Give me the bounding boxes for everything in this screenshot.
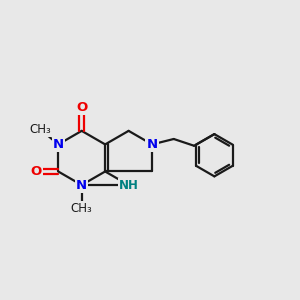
Text: O: O <box>30 165 42 178</box>
Text: N: N <box>76 178 87 191</box>
Text: NH: NH <box>119 178 139 191</box>
Text: N: N <box>146 138 158 151</box>
Text: O: O <box>76 101 87 114</box>
Text: CH₃: CH₃ <box>71 202 93 214</box>
Text: CH₃: CH₃ <box>30 123 52 136</box>
Text: N: N <box>53 138 64 151</box>
